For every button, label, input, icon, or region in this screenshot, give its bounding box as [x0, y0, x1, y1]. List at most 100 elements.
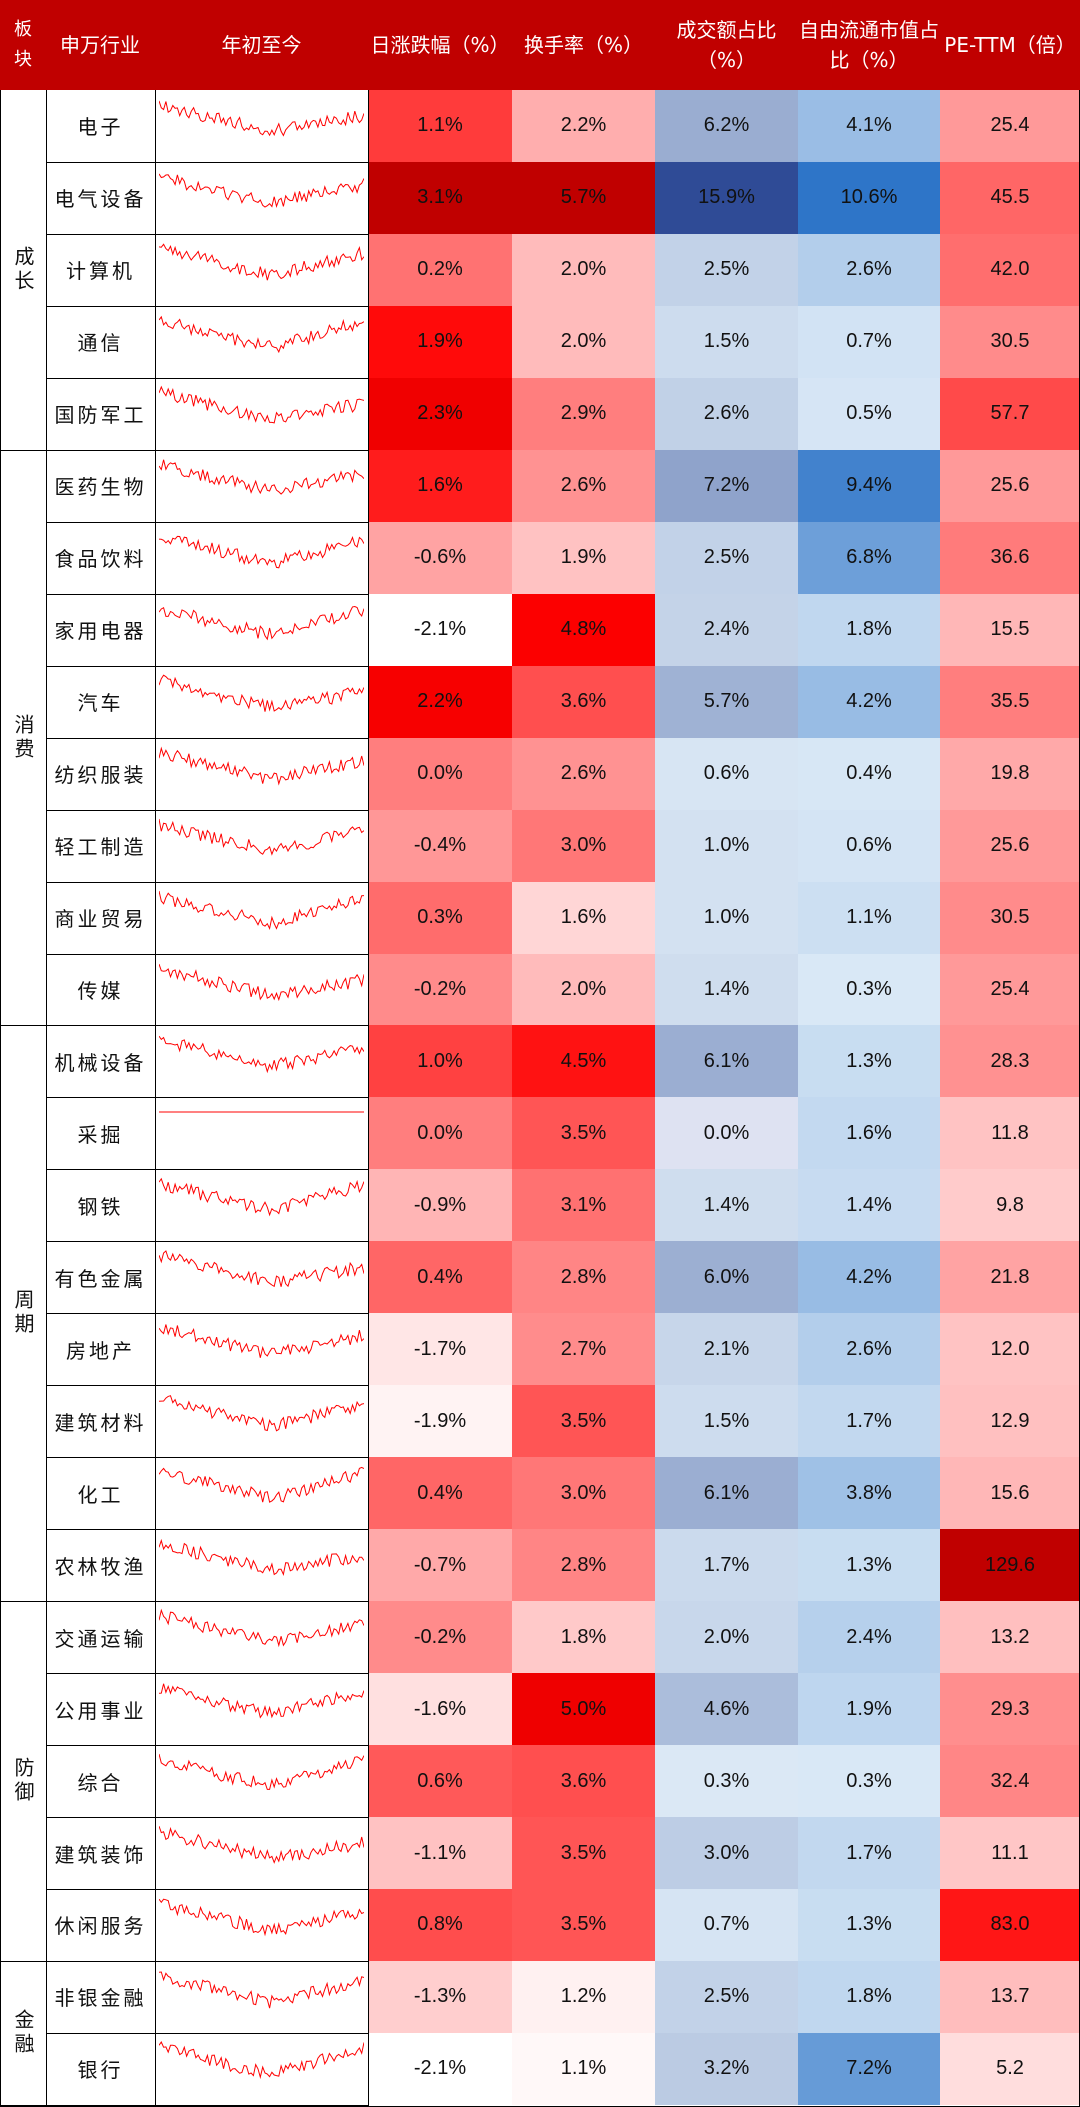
turnover-cell: 5.7% [512, 161, 655, 234]
volume-share-cell: 3.2% [655, 2032, 798, 2105]
header-float-mcap-share: 自由流通市值占比（%） [798, 0, 940, 90]
float-mcap-share-cell: 6.8% [798, 521, 940, 594]
volume-share-cell: 6.2% [655, 90, 798, 162]
row-divider [46, 1457, 368, 1459]
volume-share-cell: 2.5% [655, 521, 798, 594]
turnover-cell: 2.9% [512, 377, 655, 450]
ytd-sparkline [159, 818, 364, 856]
float-mcap-share-cell: 2.6% [798, 233, 940, 306]
daily-change-cell: -0.6% [368, 521, 512, 594]
ytd-sparkline [159, 674, 364, 712]
industry-name: 钢铁 [77, 1194, 124, 1219]
volume-share-cell: 0.7% [655, 1889, 798, 1961]
pe-ttm-cell: 32.4 [940, 1745, 1080, 1818]
daily-change-cell: 1.9% [368, 305, 512, 378]
float-mcap-share-cell: 0.7% [798, 305, 940, 378]
volume-share-cell: 2.5% [655, 233, 798, 306]
volume-share-cell: 5.7% [655, 665, 798, 738]
ytd-sparkline [159, 385, 364, 424]
volume-share-cell: 1.5% [655, 1385, 798, 1458]
pe-ttm-cell: 12.9 [940, 1385, 1080, 1458]
row-divider [46, 1169, 368, 1171]
sector-divider [0, 449, 46, 451]
industry-name: 建筑装饰 [54, 1842, 147, 1867]
row-divider [46, 1385, 368, 1387]
daily-change-cell: 0.2% [368, 233, 512, 306]
turnover-cell: 2.6% [512, 449, 655, 522]
industry-name: 化工 [77, 1482, 124, 1507]
row-divider [46, 1241, 368, 1243]
column-divider [155, 90, 156, 2107]
industry-name: 综合 [77, 1770, 124, 1795]
header-ytd: 年初至今 [155, 0, 368, 90]
row-divider [46, 377, 368, 379]
row-divider [46, 1817, 368, 1819]
volume-share-cell: 0.6% [655, 737, 798, 810]
row-divider [46, 665, 368, 667]
ytd-sparkline [159, 2040, 364, 2079]
column-divider [368, 90, 369, 2107]
volume-share-cell: 1.0% [655, 881, 798, 954]
float-mcap-share-cell: 1.1% [798, 881, 940, 954]
daily-change-cell: 3.1% [368, 161, 512, 234]
turnover-cell: 1.8% [512, 1601, 655, 1674]
float-mcap-share-cell: 9.4% [798, 449, 940, 522]
daily-change-cell: -2.1% [368, 2032, 512, 2105]
header-industry: 申万行业 [46, 0, 155, 90]
pe-ttm-cell: 13.2 [940, 1601, 1080, 1674]
volume-share-cell: 7.2% [655, 449, 798, 522]
pe-ttm-cell: 19.8 [940, 737, 1080, 810]
sector-divider [0, 1960, 46, 1962]
volume-share-cell: 2.4% [655, 593, 798, 666]
pe-ttm-cell: 25.6 [940, 809, 1080, 882]
daily-change-cell: 2.3% [368, 377, 512, 450]
ytd-sparkline [159, 1826, 364, 1864]
ytd-sparkline [159, 1753, 364, 1790]
industry-name: 休闲服务 [54, 1914, 147, 1939]
turnover-cell: 1.6% [512, 881, 655, 954]
header-sector: 板块 [0, 0, 46, 90]
volume-share-cell: 6.1% [655, 1025, 798, 1098]
row-divider [46, 1097, 368, 1099]
ytd-sparkline [159, 746, 364, 786]
daily-change-cell: -0.4% [368, 809, 512, 882]
ytd-sparkline [159, 605, 364, 641]
industry-name: 银行 [77, 2058, 124, 2083]
row-divider [46, 2104, 368, 2106]
industry-name: 有色金属 [54, 1266, 147, 1291]
volume-share-cell: 1.5% [655, 305, 798, 378]
turnover-cell: 3.5% [512, 1097, 655, 1170]
pe-ttm-cell: 21.8 [940, 1241, 1080, 1314]
daily-change-cell: 2.2% [368, 665, 512, 738]
daily-change-cell: -1.1% [368, 1817, 512, 1889]
pe-ttm-cell: 15.6 [940, 1457, 1080, 1530]
float-mcap-share-cell: 0.4% [798, 737, 940, 810]
sector-divider [0, 2104, 46, 2106]
sector-label: 消费 [11, 713, 35, 762]
row-divider [46, 953, 368, 955]
column-divider [0, 90, 1, 2107]
row-divider [46, 1529, 368, 1531]
volume-share-cell: 4.6% [655, 1673, 798, 1746]
pe-ttm-cell: 9.8 [940, 1169, 1080, 1242]
sector-divider [0, 1601, 46, 1603]
pe-ttm-cell: 12.0 [940, 1313, 1080, 1386]
turnover-cell: 2.0% [512, 953, 655, 1026]
float-mcap-share-cell: 0.6% [798, 809, 940, 882]
ytd-sparkline [159, 315, 364, 353]
industry-name: 通信 [77, 331, 124, 356]
industry-name: 电子 [77, 115, 124, 140]
ytd-sparkline [159, 1036, 364, 1074]
pe-ttm-cell: 83.0 [940, 1889, 1080, 1961]
industry-name: 商业贸易 [54, 907, 147, 932]
daily-change-cell: 0.4% [368, 1457, 512, 1530]
turnover-cell: 5.0% [512, 1673, 655, 1746]
pe-ttm-cell: 45.5 [940, 161, 1080, 234]
turnover-cell: 3.5% [512, 1385, 655, 1458]
ytd-sparkline [159, 1971, 364, 2009]
industry-name: 电气设备 [54, 187, 147, 212]
industry-name: 建筑材料 [54, 1410, 147, 1435]
float-mcap-share-cell: 3.8% [798, 1457, 940, 1530]
industry-name: 机械设备 [54, 1050, 147, 1075]
